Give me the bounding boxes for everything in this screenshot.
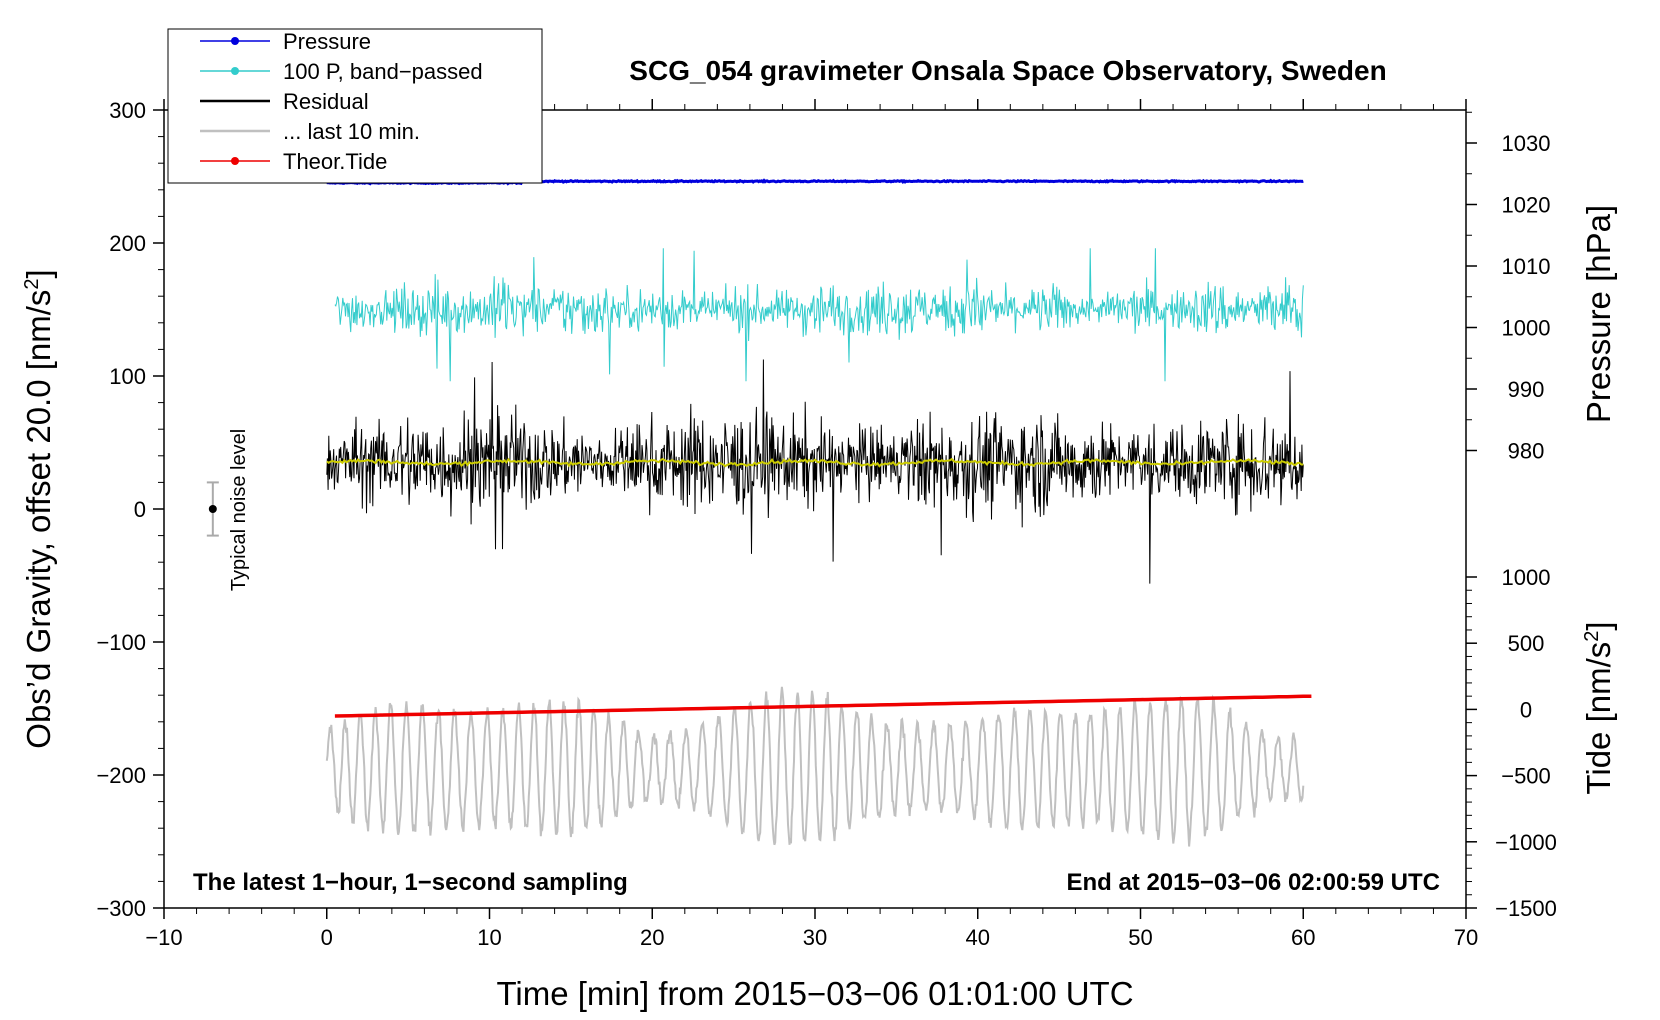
annotation-end-time: End at 2015−03−06 02:00:59 UTC (1066, 869, 1440, 896)
y-pressure-tick-label: 1030 (1502, 131, 1551, 156)
legend-label: Residual (283, 89, 369, 114)
y-left-tick-label: −300 (96, 896, 146, 921)
x-tick-label: 70 (1454, 925, 1478, 950)
y-right-pressure-label: Pressure [hPa] (1580, 205, 1617, 423)
y-left-tick-label: 100 (109, 364, 146, 389)
y-pressure-tick-label: 1020 (1502, 193, 1551, 218)
y-left-tick-label: −200 (96, 763, 146, 788)
legend-label: ... last 10 min. (283, 119, 420, 144)
x-tick-label: 50 (1128, 925, 1152, 950)
y-tide-tick-label: −500 (1501, 764, 1551, 789)
ticks-layer: −10 0 10 20 30 40 50 60 703002001000−100−200−300… (96, 98, 1556, 950)
legend-swatch-marker (231, 67, 239, 75)
y-tide-tick-label: 500 (1508, 631, 1545, 656)
series-tide-line (334, 694, 1312, 718)
y-left-tick-label: 200 (109, 231, 146, 256)
legend-box (167, 28, 543, 184)
y-left-axis-label-end: ] (20, 269, 57, 278)
legend: Pressure 100 P, band−passed Residual ... la… (167, 28, 543, 184)
x-tick-label: −10 (145, 925, 182, 950)
y-right-tide-label-main: Tide [nm/s (1580, 642, 1617, 795)
y-tide-tick-label: −1500 (1495, 896, 1557, 921)
y-right-tide-label: Tide [nm/s2] (1580, 621, 1617, 794)
noise-indicator: Typical noise level (206, 429, 250, 591)
x-tick-label: 60 (1291, 925, 1315, 950)
y-left-axis-label-sup: 2 (21, 278, 43, 289)
series-last10min-line (325, 686, 1305, 847)
legend-swatch-marker (231, 37, 239, 45)
x-axis-label: Time [min] from 2015−03−06 01:01:00 UTC (496, 975, 1133, 1012)
x-tick-label: 30 (803, 925, 827, 950)
x-tick-label: 0 (321, 925, 333, 950)
legend-label: Pressure (283, 29, 371, 54)
y-tide-tick-label: −1000 (1495, 830, 1557, 855)
x-tick-label: 40 (966, 925, 990, 950)
y-pressure-tick-label: 990 (1508, 377, 1545, 402)
series-residual-smoothed-line (326, 457, 1304, 468)
noise-label: Typical noise level (228, 429, 250, 591)
y-left-tick-label: 300 (109, 98, 146, 123)
chart-title: SCG_054 gravimeter Onsala Space Observat… (629, 55, 1386, 86)
y-tide-tick-label: 0 (1520, 697, 1532, 722)
x-tick-label: 20 (640, 925, 664, 950)
y-right-tide-label-end: ] (1580, 621, 1617, 630)
series-residual-line (326, 359, 1304, 584)
y-left-axis-label-main: Obs’d Gravity, offset 20.0 [nm/s (20, 290, 57, 749)
y-left-axis-label: Obs’d Gravity, offset 20.0 [nm/s2] (20, 269, 57, 748)
legend-label: 100 P, band−passed (283, 59, 483, 84)
noise-bar-center-dot (208, 505, 217, 513)
y-pressure-tick-label: 980 (1508, 439, 1545, 464)
y-left-tick-label: −100 (96, 630, 146, 655)
annotation-sampling: The latest 1−hour, 1−second sampling (193, 869, 628, 896)
y-tide-tick-label: 1000 (1502, 565, 1551, 590)
y-pressure-tick-label: 1000 (1502, 316, 1551, 341)
y-left-tick-label: 0 (134, 497, 146, 522)
series-bandpassed-line (334, 248, 1304, 382)
legend-swatch-marker (231, 157, 239, 165)
x-tick-label: 10 (477, 925, 501, 950)
y-pressure-tick-label: 1010 (1502, 254, 1551, 279)
y-right-tide-label-sup: 2 (1581, 631, 1603, 642)
legend-label: Theor.Tide (283, 149, 387, 174)
